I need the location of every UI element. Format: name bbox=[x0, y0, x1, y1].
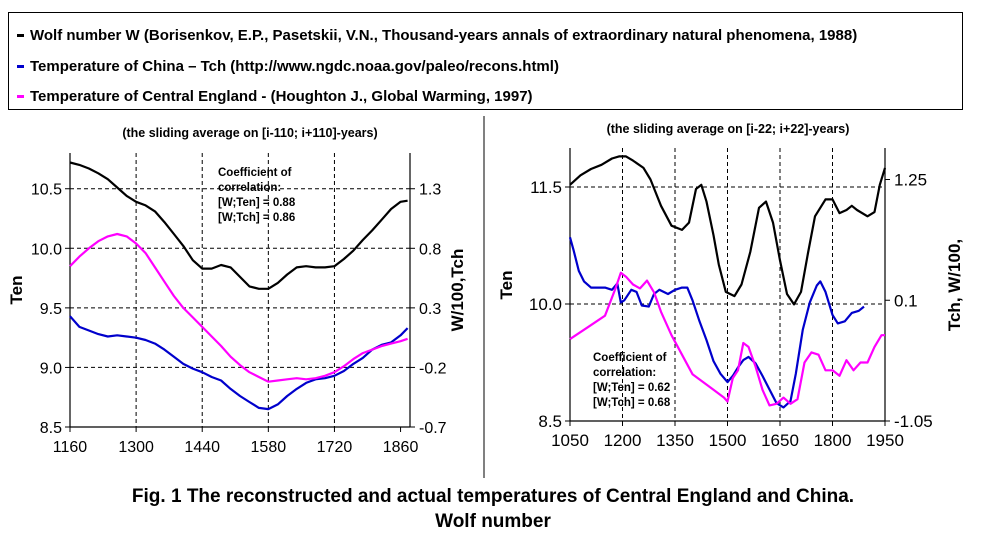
england-temperature-line bbox=[569, 271, 885, 407]
legend-box: Wolf number W (Borisenkov, E.P., Pasetsk… bbox=[8, 12, 963, 110]
x-tick-label: 1050 bbox=[551, 431, 589, 450]
correlation-annotation: Coefficient of bbox=[593, 352, 667, 364]
y-tick-label: 11.5 bbox=[530, 178, 562, 197]
x-tick-label: 1720 bbox=[317, 439, 353, 456]
figure-caption-line2: Wolf number bbox=[435, 511, 551, 532]
legend-swatch-wolf bbox=[17, 33, 24, 37]
y2-tick-label: 0.8 bbox=[419, 241, 441, 258]
legend-swatch-england bbox=[17, 94, 24, 98]
legend-label-china: Temperature of China – Tch (http://www.n… bbox=[30, 57, 559, 75]
y2-axis-label: Tch, W/100, bbox=[945, 239, 964, 331]
x-tick-label: 1200 bbox=[604, 431, 642, 450]
x-tick-label: 1650 bbox=[761, 431, 799, 450]
figure-caption-line1: Fig. 1 The reconstructed and actual temp… bbox=[131, 486, 855, 507]
correlation-annotation: [W;Tch] = 0.68 bbox=[593, 397, 671, 409]
y-tick-label: 8.5 bbox=[538, 412, 562, 431]
england-temperature-line bbox=[69, 232, 408, 383]
correlation-annotation: [W;Ten] = 0.88 bbox=[218, 197, 296, 209]
y-axis-label: Ten bbox=[497, 271, 516, 300]
x-tick-label: 1950 bbox=[866, 431, 904, 450]
x-tick-label: 1350 bbox=[656, 431, 694, 450]
x-tick-label: 1800 bbox=[814, 431, 852, 450]
chart-title: (the sliding average on [i-22; i+22]-yea… bbox=[607, 122, 850, 136]
correlation-annotation: [W;Tch] = 0.86 bbox=[218, 212, 295, 224]
y2-tick-label: 0.1 bbox=[894, 291, 918, 310]
y-axis-label: Ten bbox=[7, 276, 26, 305]
x-tick-label: 1300 bbox=[118, 439, 154, 456]
y2-tick-label: 1.25 bbox=[894, 171, 927, 190]
y2-axis-label: W/100,Tch bbox=[448, 249, 467, 332]
wolf-number-line bbox=[69, 161, 408, 290]
correlation-annotation: correlation: bbox=[218, 182, 281, 194]
x-tick-label: 1860 bbox=[383, 439, 419, 456]
x-tick-label: 1440 bbox=[184, 439, 220, 456]
x-tick-label: 1160 bbox=[53, 439, 88, 456]
legend-swatch-china bbox=[17, 64, 24, 68]
y-tick-label: 9.5 bbox=[40, 301, 62, 318]
legend-item-wolf: Wolf number W (Borisenkov, E.P., Pasetsk… bbox=[17, 23, 857, 47]
y2-tick-label: -1.05 bbox=[894, 412, 933, 431]
correlation-annotation: Coefficient of bbox=[218, 167, 292, 179]
chart-left: (the sliding average on [i-110; i+110]-y… bbox=[7, 126, 467, 456]
y2-tick-label: -0.2 bbox=[419, 360, 447, 377]
y-tick-label: 8.5 bbox=[40, 420, 62, 437]
y-tick-label: 10.0 bbox=[31, 241, 62, 258]
legend-label-england: Temperature of Central England - (Hought… bbox=[30, 87, 533, 105]
y-tick-label: 10.5 bbox=[31, 182, 62, 199]
x-tick-label: 1500 bbox=[709, 431, 747, 450]
chart-right: (the sliding average on [i-22; i+22]-yea… bbox=[497, 122, 964, 450]
y-tick-label: 9.0 bbox=[40, 360, 62, 377]
china-temperature-line bbox=[69, 315, 409, 411]
wolf-number-line bbox=[569, 155, 887, 306]
y2-tick-label: 0.3 bbox=[419, 301, 441, 318]
legend-label-wolf: Wolf number W (Borisenkov, E.P., Pasetsk… bbox=[30, 26, 858, 44]
chart-title: (the sliding average on [i-110; i+110]-y… bbox=[122, 126, 377, 140]
legend-item-england: Temperature of Central England - (Hought… bbox=[17, 84, 533, 108]
y-tick-label: 10.0 bbox=[529, 295, 562, 314]
y2-tick-label: 1.3 bbox=[419, 182, 441, 199]
correlation-annotation: correlation: bbox=[593, 367, 656, 379]
x-tick-label: 1580 bbox=[251, 439, 287, 456]
y2-tick-label: -0.7 bbox=[419, 420, 447, 437]
correlation-annotation: [W;Ten] = 0.62 bbox=[593, 382, 670, 394]
legend-item-china: Temperature of China – Tch (http://www.n… bbox=[17, 54, 559, 78]
